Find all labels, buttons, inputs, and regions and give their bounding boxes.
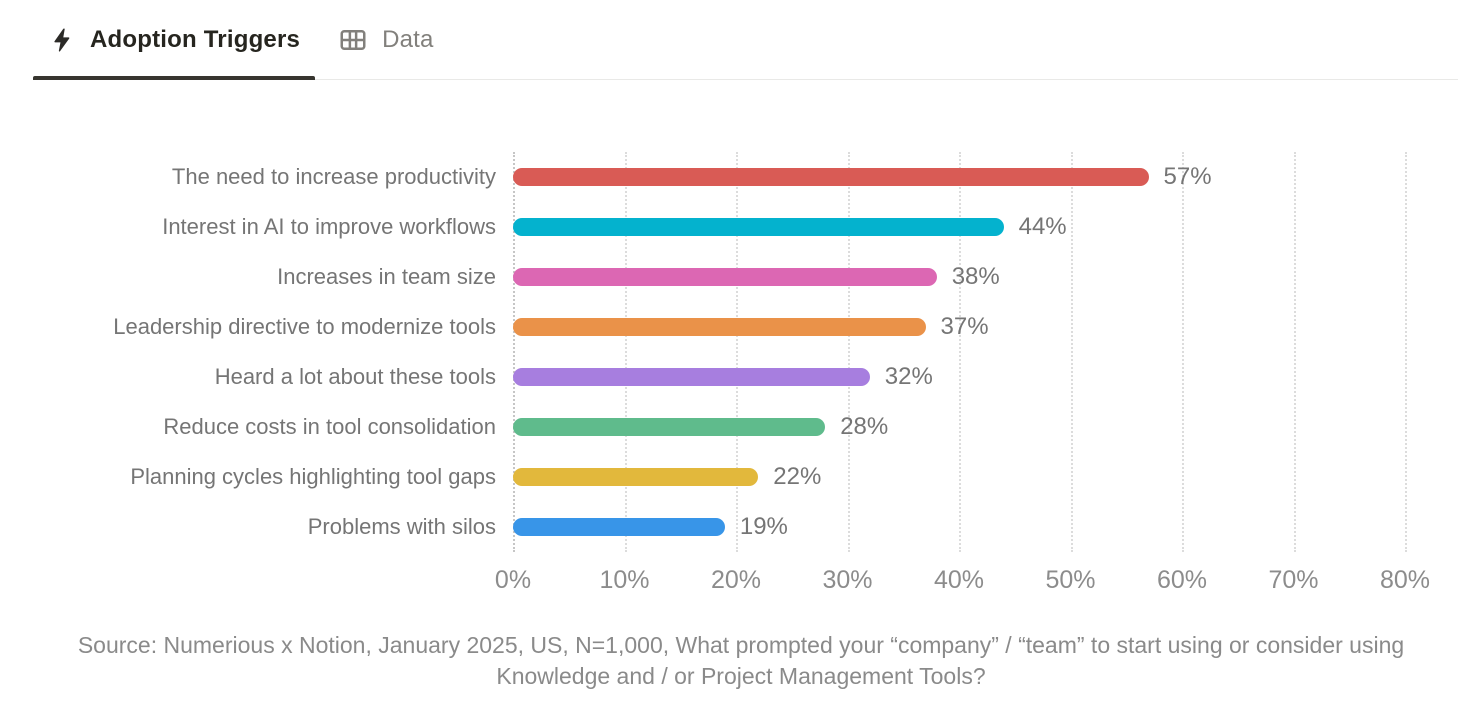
- bar: [513, 368, 870, 386]
- bar-track: 38%: [513, 263, 1405, 291]
- bar-track: 57%: [513, 163, 1405, 191]
- chart-row: Reduce costs in tool consolidation 28%: [0, 402, 1482, 452]
- bar-track: 32%: [513, 363, 1405, 391]
- bar: [513, 168, 1149, 186]
- table-icon: [338, 25, 368, 55]
- x-tick-label: 60%: [1156, 566, 1208, 594]
- gridline: [1293, 152, 1296, 552]
- category-label: Increases in team size: [277, 264, 496, 289]
- tab-bar: Adoption Triggers Data: [0, 0, 1482, 80]
- category-label: Problems with silos: [307, 514, 496, 539]
- x-axis: 0% 10% 20% 30% 40% 50% 60% 70% 80%: [495, 562, 1430, 600]
- adoption-triggers-bar-chart: The need to increase productivity 57% In…: [0, 152, 1482, 692]
- value-label: 19%: [739, 513, 788, 540]
- gridline: [624, 152, 627, 552]
- bar: [513, 268, 937, 286]
- chart-row: The need to increase productivity 57%: [0, 152, 1482, 202]
- value-label: 22%: [773, 463, 822, 490]
- value-label: 38%: [951, 263, 1000, 290]
- bar: [513, 418, 826, 436]
- tab-label-data: Data: [382, 26, 434, 53]
- category-label: Planning cycles highlighting tool gaps: [130, 464, 496, 489]
- chart-rows: The need to increase productivity 57% In…: [0, 152, 1482, 552]
- x-tick-label: 0%: [494, 566, 532, 594]
- gridline: [736, 152, 738, 552]
- x-tick-label: 70%: [1268, 566, 1319, 594]
- value-label: 32%: [884, 363, 933, 390]
- gridline: [847, 152, 850, 552]
- x-tick-label: 30%: [822, 566, 873, 594]
- category-label: The need to increase productivity: [171, 164, 496, 189]
- bar: [513, 318, 926, 336]
- x-tick-label: 80%: [1379, 566, 1431, 594]
- tab-adoption-triggers[interactable]: Adoption Triggers: [32, 0, 316, 80]
- source-note: Source: Numerious x Notion, January 2025…: [77, 632, 1405, 689]
- tab-data[interactable]: Data: [338, 0, 434, 80]
- chart-row: Problems with silos 19%: [0, 502, 1482, 552]
- chart-row: Planning cycles highlighting tool gaps 2…: [0, 452, 1482, 502]
- y-axis-line: [513, 152, 515, 552]
- chart-row: Leadership directive to modernize tools …: [0, 302, 1482, 352]
- value-label: 28%: [840, 413, 889, 440]
- value-label: 57%: [1163, 163, 1212, 190]
- gridlines: [513, 152, 1407, 552]
- x-tick-label: 20%: [710, 566, 762, 594]
- gridline: [1405, 152, 1407, 552]
- bar-track: 44%: [513, 213, 1405, 241]
- x-tick-label: 10%: [599, 566, 650, 594]
- category-label: Interest in AI to improve workflows: [162, 214, 496, 239]
- bar: [513, 218, 1004, 236]
- tab-label-adoption-triggers: Adoption Triggers: [90, 26, 301, 53]
- bar-track: 19%: [513, 513, 1405, 541]
- x-tick-label: 40%: [933, 566, 985, 594]
- category-label: Reduce costs in tool consolidation: [163, 414, 496, 439]
- chart-row: Increases in team size 38%: [0, 252, 1482, 302]
- lightning-icon: [48, 26, 76, 54]
- bar: [513, 518, 725, 536]
- x-tick-label: 50%: [1045, 566, 1096, 594]
- bar: [513, 468, 759, 486]
- category-label: Leadership directive to modernize tools: [113, 314, 496, 339]
- chart-row: Heard a lot about these tools 32%: [0, 352, 1482, 402]
- gridline: [959, 152, 961, 552]
- bar-track: 28%: [513, 413, 1405, 441]
- category-label: Heard a lot about these tools: [214, 364, 496, 389]
- value-label: 44%: [1018, 213, 1067, 240]
- chart-row: Interest in AI to improve workflows 44%: [0, 202, 1482, 252]
- gridline: [1182, 152, 1184, 552]
- bar-track: 37%: [513, 313, 1405, 341]
- gridline: [1070, 152, 1073, 552]
- bar-track: 22%: [513, 463, 1405, 491]
- value-label: 37%: [940, 313, 989, 340]
